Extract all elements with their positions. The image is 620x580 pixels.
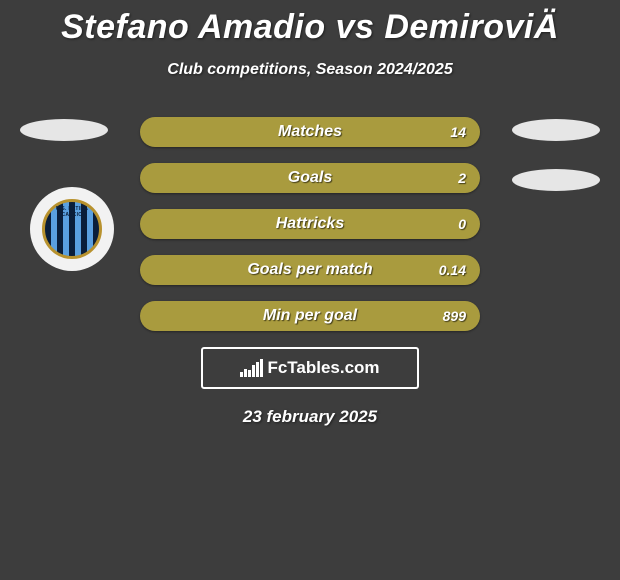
stat-bar: Goals 2 [140,163,480,193]
comparison-panel: U.S. LATINA CALCIO Matches 14 Goals 2 Ha… [0,117,620,427]
club-badge-icon: U.S. LATINA CALCIO [42,199,102,259]
stat-bars: Matches 14 Goals 2 Hattricks 0 Goals per… [140,117,480,331]
player2-photo-placeholder-mid [512,169,600,191]
stat-value: 0 [458,216,466,232]
stat-label: Min per goal [263,307,357,325]
stat-value: 14 [450,124,466,140]
stat-label: Goals per match [247,261,372,279]
subtitle: Club competitions, Season 2024/2025 [0,61,620,79]
stat-label: Goals [288,169,332,187]
club-badge: U.S. LATINA CALCIO [30,187,114,271]
site-logo-text: FcTables.com [267,358,379,378]
stat-bar: Hattricks 0 [140,209,480,239]
stat-bar: Goals per match 0.14 [140,255,480,285]
stat-value: 899 [443,308,466,324]
stat-bar: Min per goal 899 [140,301,480,331]
stat-value: 2 [458,170,466,186]
player2-photo-placeholder-top [512,119,600,141]
club-badge-label: U.S. LATINA CALCIO [45,206,99,218]
player1-photo-placeholder-top [20,119,108,141]
bar-chart-icon [240,359,263,377]
site-logo: FcTables.com [201,347,419,389]
stat-value: 0.14 [439,262,466,278]
stat-label: Hattricks [276,215,344,233]
stat-label: Matches [278,123,342,141]
snapshot-date: 23 february 2025 [0,407,620,427]
stat-bar: Matches 14 [140,117,480,147]
page-title: Stefano Amadio vs DemiroviÄ [0,0,620,47]
